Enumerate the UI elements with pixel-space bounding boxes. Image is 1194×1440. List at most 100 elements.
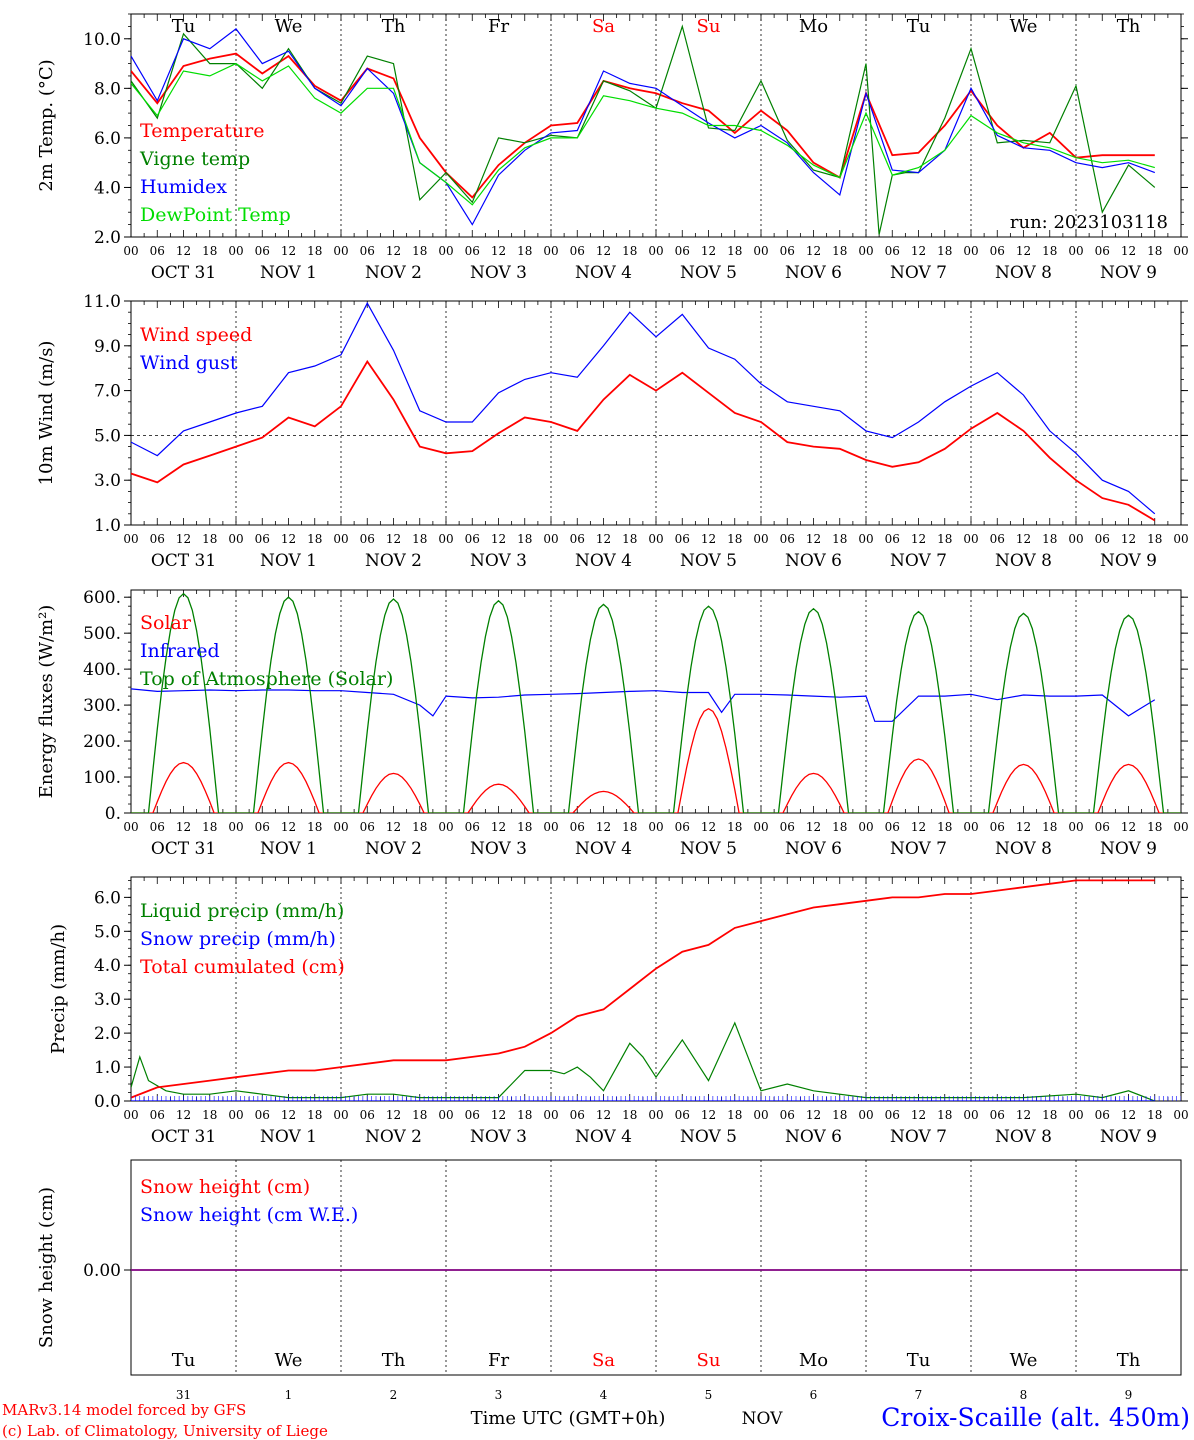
day-name-label: Tu	[172, 1350, 196, 1371]
hour-tick-label: 06	[570, 820, 585, 834]
hour-tick-label: 18	[622, 244, 637, 258]
date-label: OCT 31	[151, 839, 216, 859]
day-name-label: Th	[382, 16, 406, 37]
day-number-label: 6	[810, 1388, 818, 1402]
y-tick-label: 6.0	[94, 888, 121, 908]
hour-tick-label: 18	[412, 1108, 427, 1122]
hour-tick-label: 12	[911, 244, 926, 258]
y-tick-label: 2.0	[94, 228, 121, 248]
hour-tick-label: 06	[1095, 1108, 1110, 1122]
hour-tick-label: 12	[596, 1108, 611, 1122]
legend-entry: Humidex	[140, 176, 227, 198]
hour-tick-label: 00	[753, 820, 768, 834]
hour-tick-label: 00	[438, 532, 453, 546]
hour-tick-label: 00	[543, 532, 558, 546]
hour-tick-label: 18	[1147, 820, 1162, 834]
y-tick-label: 5.0	[94, 922, 121, 942]
day-number-label: 3	[495, 1388, 503, 1402]
hour-tick-label: 18	[307, 1108, 322, 1122]
hour-tick-label: 18	[832, 244, 847, 258]
plot-frame	[130, 1159, 1182, 1376]
y-tick-label: 3.0	[94, 990, 121, 1010]
hour-tick-label: 18	[517, 1108, 532, 1122]
hour-tick-label: 00	[543, 244, 558, 258]
y-tick-label: 4.0	[94, 178, 121, 198]
date-label: NOV 3	[470, 551, 527, 571]
date-label: NOV 2	[365, 1127, 422, 1147]
y-tick-label: 2.0	[94, 1024, 121, 1044]
hour-tick-label: 00	[963, 1108, 978, 1122]
day-number-label: 4	[600, 1388, 608, 1402]
date-label: NOV 4	[575, 263, 632, 283]
hour-tick-label: 12	[701, 532, 716, 546]
hour-tick-label: 06	[675, 1108, 690, 1122]
hour-tick-label: 00	[753, 244, 768, 258]
hour-tick-label: 12	[386, 1108, 401, 1122]
hour-tick-label: 18	[622, 532, 637, 546]
date-label: NOV 7	[890, 551, 947, 571]
hour-tick-label: 00	[1173, 820, 1188, 834]
hour-tick-label: 06	[780, 532, 795, 546]
hour-tick-label: 18	[832, 820, 847, 834]
hour-tick-label: 12	[491, 1108, 506, 1122]
day-name-label: Tu	[907, 16, 931, 37]
day-number-label: 9	[1125, 1388, 1133, 1402]
day-name-label: Su	[697, 16, 721, 37]
hour-tick-label: 12	[1016, 820, 1031, 834]
day-name-label: We	[275, 1350, 303, 1371]
hour-tick-label: 12	[1016, 1108, 1031, 1122]
hour-tick-label: 18	[517, 244, 532, 258]
hour-tick-label: 00	[1068, 820, 1083, 834]
x-axis-label: Time UTC (GMT+0h)	[471, 1408, 666, 1429]
hour-tick-label: 18	[727, 244, 742, 258]
run-label: run: 2023103118	[1010, 212, 1168, 233]
hour-tick-label: 06	[780, 820, 795, 834]
hour-tick-label: 18	[622, 1108, 637, 1122]
hour-tick-label: 18	[727, 820, 742, 834]
hour-tick-label: 18	[412, 244, 427, 258]
y-tick-label: 400.	[83, 660, 121, 680]
hour-tick-label: 00	[648, 1108, 663, 1122]
date-label: OCT 31	[151, 263, 216, 283]
hour-tick-label: 18	[937, 1108, 952, 1122]
hour-tick-label: 12	[596, 820, 611, 834]
day-number-label: 7	[915, 1388, 923, 1402]
legend-entry: Solar	[140, 612, 192, 634]
date-label: NOV 2	[365, 263, 422, 283]
day-name-label: Fr	[488, 1350, 509, 1371]
hour-tick-label: 06	[885, 532, 900, 546]
hour-tick-label: 00	[1068, 244, 1083, 258]
hour-tick-label: 00	[333, 820, 348, 834]
hour-tick-label: 06	[255, 532, 270, 546]
hour-tick-label: 06	[465, 244, 480, 258]
hour-tick-label: 00	[543, 1108, 558, 1122]
y-tick-label: 9.0	[94, 337, 121, 357]
day-name-label: Th	[1117, 16, 1141, 37]
hour-tick-label: 12	[911, 532, 926, 546]
series-total-cumulated-cm-	[131, 879, 1155, 1099]
hour-tick-label: 12	[386, 244, 401, 258]
series-humidex	[131, 28, 1156, 226]
hour-tick-label: 06	[255, 244, 270, 258]
hour-tick-label: 00	[123, 820, 138, 834]
legend-entry: Snow precip (mm/h)	[140, 928, 336, 950]
date-label: NOV 1	[260, 839, 317, 859]
y-tick-label: 500.	[83, 624, 121, 644]
hour-tick-label: 00	[543, 820, 558, 834]
hour-tick-label: 06	[1095, 244, 1110, 258]
date-label: NOV 9	[1100, 263, 1157, 283]
date-label: NOV 8	[995, 839, 1052, 859]
date-label: NOV 2	[365, 839, 422, 859]
y-tick-label: 100.	[83, 768, 121, 788]
hour-tick-label: 00	[858, 820, 873, 834]
panel-1: 00 06 12 18 00 06 12 18 00 06 12 18 00 06 12 18 00 06 12 18…	[36, 13, 1189, 283]
day-name-label: Su	[697, 1350, 721, 1371]
hour-tick-label: 06	[780, 244, 795, 258]
plot-area	[131, 592, 1181, 813]
hour-tick-label: 12	[701, 1108, 716, 1122]
day-name-label: Th	[1117, 1350, 1141, 1371]
hour-tick-label: 00	[438, 1108, 453, 1122]
hour-tick-label: 18	[1042, 820, 1057, 834]
panel-4: 00 06 12 18 00 06 12 18 00 06 12 18 00 06 12 18 00 06 12 18…	[48, 876, 1189, 1147]
hour-tick-label: 12	[1121, 1108, 1136, 1122]
